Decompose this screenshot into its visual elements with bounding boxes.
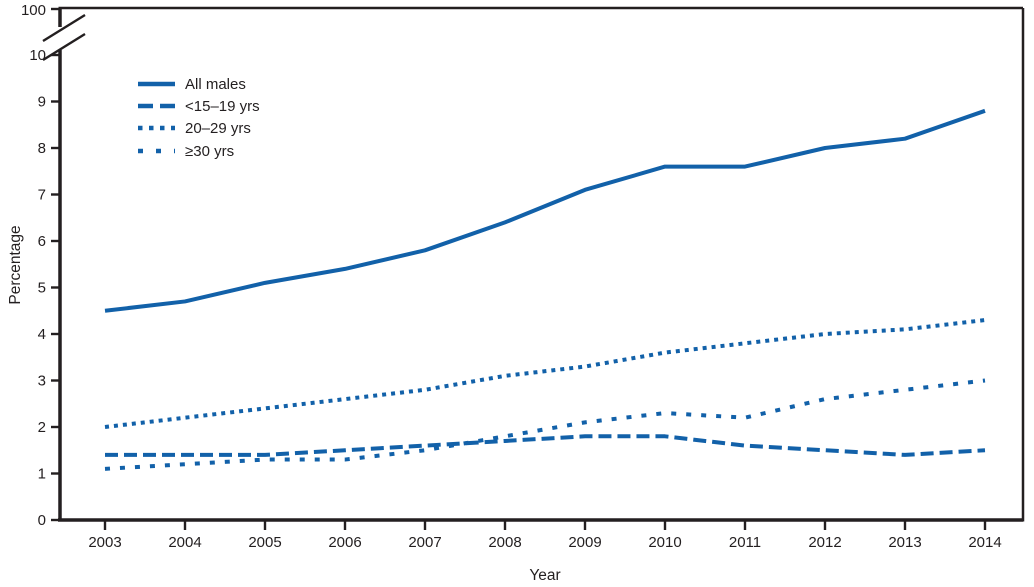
legend-item-20-29-yrs: 20–29 yrs	[138, 120, 251, 137]
legend-label: 20–29 yrs	[185, 120, 251, 137]
x-tick-label: 2010	[648, 534, 681, 551]
x-tick-label: 2006	[328, 534, 361, 551]
y-tick-label: 0	[38, 512, 46, 529]
x-tick-label: 2012	[808, 534, 841, 551]
y-tick-label: 10	[29, 47, 46, 64]
x-axis: 2003 2004 2005 2006 2007 2008 2009 2010 2011 2012…	[88, 521, 1002, 551]
x-tick-label: 2011	[729, 534, 761, 551]
y-tick-label: 4	[38, 326, 46, 343]
x-axis-title: Year	[529, 567, 560, 584]
plot-frame	[42, 6, 1025, 522]
legend: All males <15–19 yrs 20–29 yrs ≥30 yrs	[138, 76, 260, 160]
x-tick-label: 2003	[88, 534, 121, 551]
series-line-30-yrs	[104, 378, 986, 471]
y-tick-label: 3	[38, 373, 46, 390]
y-axis: 0 1 2 3 4 5 6 7 8 9 10 100	[21, 2, 59, 529]
x-tick-label: 2008	[488, 534, 521, 551]
legend-item-all-males: All males	[138, 76, 246, 93]
legend-item-15-19-yrs: <15–19 yrs	[138, 98, 260, 115]
y-tick-label: 1	[38, 466, 46, 483]
series-line-all-males	[104, 108, 986, 313]
series-line-20-29-yrs	[104, 318, 986, 429]
x-tick-label: 2014	[968, 534, 1001, 551]
y-tick-label: 2	[38, 419, 46, 436]
x-tick-label: 2005	[248, 534, 281, 551]
x-tick-label: 2007	[408, 534, 441, 551]
legend-label: <15–19 yrs	[185, 98, 260, 115]
legend-label: ≥30 yrs	[185, 143, 234, 160]
data-series	[104, 108, 986, 471]
legend-label: All males	[185, 76, 246, 93]
axis-break-slash	[42, 13, 86, 43]
y-tick-label: 8	[38, 140, 46, 157]
y-axis-break-top-label: 100	[21, 2, 46, 19]
x-tick-label: 2004	[168, 534, 201, 551]
y-tick-label: 9	[38, 94, 46, 111]
series-line-15-19-yrs	[105, 434, 986, 457]
y-tick-label: 6	[38, 233, 46, 250]
x-tick-label: 2013	[888, 534, 921, 551]
y-tick-label: 7	[38, 187, 46, 204]
y-axis-title: Percentage	[7, 225, 24, 304]
y-tick-label: 5	[38, 280, 46, 297]
legend-item-30-yrs: ≥30 yrs	[138, 143, 234, 160]
axis-break-slash	[42, 32, 86, 62]
x-tick-label: 2009	[568, 534, 601, 551]
